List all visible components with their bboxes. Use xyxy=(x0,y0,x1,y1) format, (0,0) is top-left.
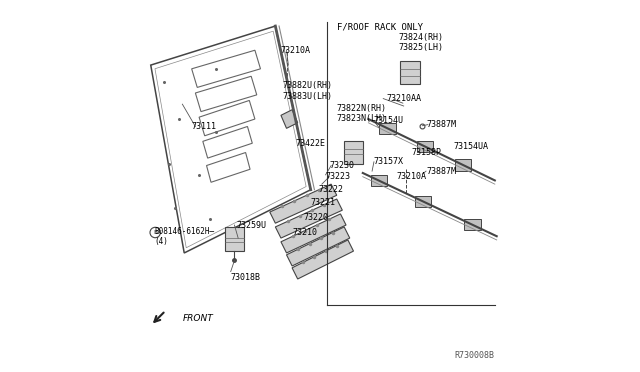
Text: 73154U: 73154U xyxy=(374,116,404,125)
Polygon shape xyxy=(379,123,396,134)
Text: 73259U: 73259U xyxy=(236,221,266,230)
Polygon shape xyxy=(455,160,472,171)
Polygon shape xyxy=(417,141,433,152)
Text: B: B xyxy=(153,230,157,235)
Text: 73422E: 73422E xyxy=(296,139,326,148)
Text: 73210A: 73210A xyxy=(396,172,426,181)
Text: 73220: 73220 xyxy=(303,213,328,222)
Text: 73111: 73111 xyxy=(191,122,217,131)
Polygon shape xyxy=(371,175,387,186)
Text: FRONT: FRONT xyxy=(182,314,213,323)
Text: 73018B: 73018B xyxy=(231,273,260,282)
Text: 73221: 73221 xyxy=(310,198,336,207)
Polygon shape xyxy=(275,199,342,238)
Text: 73887M: 73887M xyxy=(426,120,456,129)
Polygon shape xyxy=(344,141,363,164)
Text: 73824(RH)
73825(LH): 73824(RH) 73825(LH) xyxy=(398,33,443,52)
Polygon shape xyxy=(287,227,349,266)
Polygon shape xyxy=(400,61,420,84)
Polygon shape xyxy=(415,196,431,207)
Text: 73210A: 73210A xyxy=(281,46,311,55)
Text: 73223: 73223 xyxy=(326,172,351,181)
Text: 73822N(RH)
73823N(LH): 73822N(RH) 73823N(LH) xyxy=(337,104,387,123)
Polygon shape xyxy=(292,240,353,279)
Text: R730008B: R730008B xyxy=(455,351,495,360)
Text: 73154UA: 73154UA xyxy=(454,142,489,151)
Text: B08146-6162H─
(4): B08146-6162H─ (4) xyxy=(154,227,214,246)
Polygon shape xyxy=(465,219,481,230)
Text: 73157X: 73157X xyxy=(374,157,404,166)
Text: 73230: 73230 xyxy=(330,161,355,170)
Polygon shape xyxy=(270,184,337,223)
Polygon shape xyxy=(281,110,298,128)
Text: 73158P: 73158P xyxy=(411,148,441,157)
Polygon shape xyxy=(281,214,346,253)
Text: F/ROOF RACK ONLY: F/ROOF RACK ONLY xyxy=(337,22,423,31)
Text: 73210: 73210 xyxy=(292,228,317,237)
Text: 73887M: 73887M xyxy=(426,167,456,176)
Text: 73882U(RH)
73883U(LH): 73882U(RH) 73883U(LH) xyxy=(283,81,333,101)
Polygon shape xyxy=(225,227,244,251)
Text: 73210AA: 73210AA xyxy=(387,94,422,103)
Text: 73222: 73222 xyxy=(318,185,343,194)
